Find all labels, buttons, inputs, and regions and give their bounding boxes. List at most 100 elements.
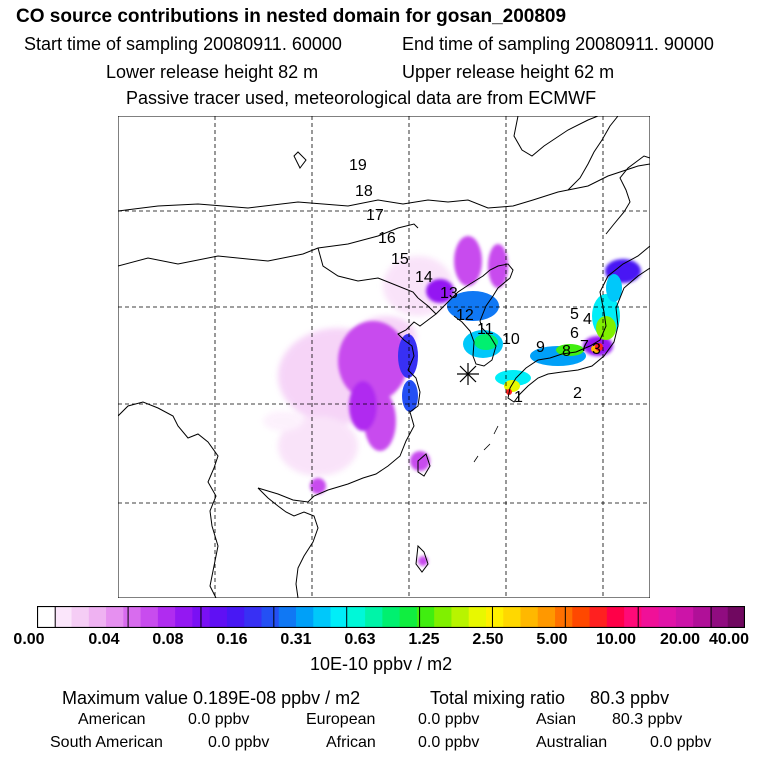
region-value: 80.3 ppbv <box>612 711 683 728</box>
maximum-value-label: Maximum value 0.189E-08 ppbv / m2 <box>62 688 361 708</box>
color-scale-swatch <box>313 606 332 628</box>
trajectory-label: 7 <box>580 338 589 355</box>
color-scale-swatch <box>710 606 729 628</box>
trajectory-label: 19 <box>349 157 367 174</box>
trajectory-label: 3 <box>592 341 601 358</box>
color-scale-swatch <box>485 606 504 628</box>
color-scale-swatch <box>641 606 660 628</box>
color-scale-swatch <box>434 606 452 628</box>
trajectory-label: 4 <box>583 311 592 328</box>
trajectory-label: 2 <box>573 385 582 402</box>
region-value: 0.0 ppbv <box>650 734 712 751</box>
trajectory-label: 10 <box>502 331 520 348</box>
scale-tick-label: 1.25 <box>408 631 440 648</box>
color-scale-swatch <box>140 606 159 628</box>
color-scale-swatch <box>226 606 245 628</box>
color-scale-swatch <box>88 606 107 628</box>
end-time-label: End time of sampling 20080911. 90000 <box>402 34 714 54</box>
color-scale-swatch <box>382 606 401 628</box>
color-scale-swatch <box>37 606 55 628</box>
region-name: South American <box>50 734 163 751</box>
region-value: 0.0 ppbv <box>418 711 480 728</box>
trajectory-label: 18 <box>355 183 373 200</box>
color-scale-swatch <box>624 606 642 628</box>
region-value: 0.0 ppbv <box>208 734 270 751</box>
scale-tick-label: 2.50 <box>472 631 504 648</box>
color-scale-swatch <box>727 606 745 628</box>
upper-release-label: Upper release height 62 m <box>402 62 615 82</box>
region-value: 0.0 ppbv <box>188 711 250 728</box>
color-scale-swatch <box>399 606 418 628</box>
trajectory-label: 17 <box>366 207 384 224</box>
trajectory-label: 15 <box>391 251 409 268</box>
trajectory-label: 16 <box>378 230 396 247</box>
color-scale-swatch <box>157 606 176 628</box>
trajectory-label: 13 <box>440 285 458 302</box>
receptor-asterisk-icon <box>457 363 479 385</box>
total-mixing-ratio-label: Total mixing ratio <box>430 688 566 708</box>
scale-tick-label: 40.00 <box>708 631 750 648</box>
color-scale-swatch <box>589 606 608 628</box>
color-scale-border <box>37 606 745 628</box>
color-scale-swatch <box>261 606 280 628</box>
scale-tick-label: 0.16 <box>216 631 248 648</box>
color-scale-swatch <box>555 606 573 628</box>
trajectory-label: 14 <box>415 269 433 286</box>
scale-tick-label: 0.63 <box>344 631 376 648</box>
total-mixing-ratio-value: 80.3 ppbv <box>590 688 670 708</box>
color-scale-swatch <box>451 606 470 628</box>
color-scale-swatch <box>54 606 73 628</box>
color-scale-swatch <box>347 606 366 628</box>
concentration-field <box>263 236 641 566</box>
color-scale-swatch <box>503 606 522 628</box>
tracer-info-label: Passive tracer used, meteorological data… <box>126 88 597 108</box>
trajectory-label: 5 <box>570 306 579 323</box>
trajectory-label: 11 <box>477 321 494 338</box>
trajectory-label: 6 <box>570 325 579 342</box>
region-name: African <box>326 734 376 751</box>
color-scale-swatch <box>106 606 124 628</box>
scale-tick-label: 0.08 <box>152 631 184 648</box>
color-scale-swatch <box>537 606 556 628</box>
start-time-label: Start time of sampling 20080911. 60000 <box>24 34 342 54</box>
color-scale-swatch <box>520 606 539 628</box>
lat-lon-grid <box>118 116 650 598</box>
trajectory-labels: 1 2 3 4 5 6 7 8 9 10 11 12 13 14 15 16 1… <box>349 157 601 406</box>
color-scale-swatch <box>71 606 90 628</box>
scale-unit-label: 10E-10 ppbv / m2 <box>310 654 453 674</box>
region-value: 0.0 ppbv <box>418 734 480 751</box>
color-scale-swatch <box>658 606 677 628</box>
color-scale-swatch <box>468 606 487 628</box>
trajectory-label: 8 <box>562 343 571 360</box>
region-name: Australian <box>536 734 608 751</box>
scale-tick-label: 5.00 <box>536 631 568 648</box>
scale-tick-label: 0.31 <box>280 631 312 648</box>
color-scale-swatch <box>330 606 349 628</box>
lower-release-label: Lower release height 82 m <box>106 62 319 82</box>
color-scale-swatch <box>693 606 711 628</box>
trajectory-label: 12 <box>456 307 474 324</box>
color-scale-swatch <box>123 606 142 628</box>
color-scale-bar <box>37 606 745 628</box>
color-scale-swatch <box>244 606 262 628</box>
color-scale-swatch <box>572 606 591 628</box>
scale-tick-label: 20.00 <box>659 631 701 648</box>
color-scale-swatch <box>296 606 314 628</box>
region-name: Asian <box>536 711 577 728</box>
region-name: European <box>306 711 376 728</box>
region-name: American <box>78 711 146 728</box>
color-scale-swatch <box>606 606 625 628</box>
scale-tick-label: 10.00 <box>595 631 637 648</box>
map-title: CO source contributions in nested domain… <box>16 6 567 27</box>
color-scale-swatch <box>416 606 435 628</box>
color-scale-swatch <box>209 606 228 628</box>
color-scale-swatch <box>278 606 297 628</box>
coastlines <box>118 116 650 598</box>
color-scale-swatch <box>365 606 383 628</box>
scale-tick-label: 0.00 <box>13 631 45 648</box>
color-scale-swatch <box>675 606 694 628</box>
scale-tick-label: 0.04 <box>88 631 120 648</box>
trajectory-label: 1 <box>514 389 523 406</box>
map-panel: 1 2 3 4 5 6 7 8 9 10 11 12 13 14 15 16 1… <box>118 116 650 598</box>
trajectory-label: 9 <box>536 339 545 356</box>
